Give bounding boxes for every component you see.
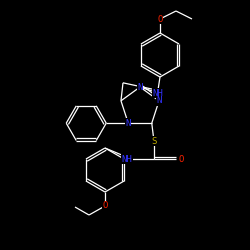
Text: NH: NH [122, 155, 132, 164]
Text: NH: NH [152, 88, 164, 98]
Text: N: N [126, 119, 131, 128]
Text: S: S [151, 137, 156, 146]
Text: N: N [156, 96, 162, 105]
Text: N: N [137, 82, 143, 92]
Text: O: O [157, 14, 163, 24]
Text: O: O [102, 202, 108, 210]
Text: O: O [178, 155, 184, 164]
